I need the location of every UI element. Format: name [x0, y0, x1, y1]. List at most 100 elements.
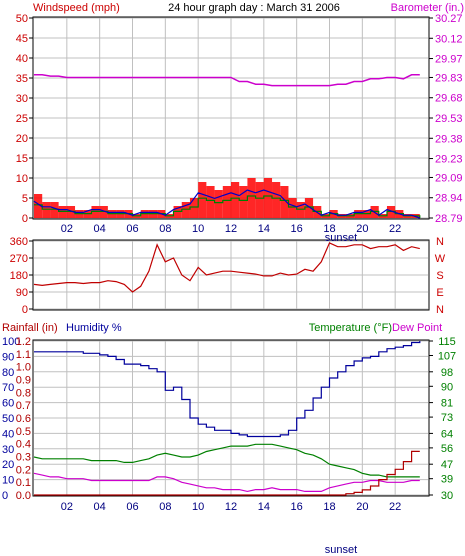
wind-bar [206, 186, 215, 218]
humidity-y-tick-label: 10 [2, 475, 14, 487]
wind-y-tick-label: 15 [16, 153, 28, 165]
rain-y-tick-label: 0.5 [16, 426, 31, 438]
baro-y-tick-label: 29.53 [435, 113, 463, 125]
wind-y-tick-label: 35 [16, 73, 28, 85]
wind-bar [181, 202, 190, 218]
wind-bar [288, 198, 297, 218]
rain-y-tick-label: 0.7 [16, 400, 31, 412]
baro-y-tick-label: 30.27 [435, 13, 463, 25]
wind-y-tick-label: 30 [16, 93, 28, 105]
rain-y-tick-label: 0.6 [16, 413, 31, 425]
x-tick-label-bottom: 20 [356, 501, 368, 513]
data-layer [33, 74, 421, 496]
dewpoint-label: Dew Point [392, 322, 442, 334]
temp-y-tick-label: 64 [441, 428, 453, 440]
wind-bar [214, 190, 223, 218]
rain-y-tick-label: 0.2 [16, 464, 31, 476]
wind-y-tick-label: 20 [16, 133, 28, 145]
x-tick-label-top: 22 [389, 223, 401, 235]
humidity-y-tick-label: 80 [2, 367, 14, 379]
humidity-axis-label: Humidity % [66, 322, 122, 334]
wind-bar [222, 186, 231, 218]
wind-bar [198, 182, 207, 218]
dewpoint-line [33, 472, 420, 493]
humidity-y-tick-label: 60 [2, 398, 14, 410]
compass-label: N [436, 236, 444, 248]
direction-y-tick-label: 0 [22, 304, 28, 316]
baro-y-tick-label: 29.97 [435, 54, 463, 66]
x-tick-label-top: 06 [126, 223, 138, 235]
baro-y-tick-label: 28.94 [435, 193, 463, 205]
compass-label: N [436, 304, 444, 316]
wind-bar [189, 198, 199, 218]
rain-y-tick-label: 0.4 [16, 439, 31, 451]
x-tick-label-bottom: 18 [323, 501, 335, 513]
rain-y-tick-label: 1.2 [16, 336, 31, 348]
wind-y-tick-label: 0 [22, 213, 28, 225]
wind-bar [239, 186, 248, 218]
temp-y-tick-label: 81 [441, 398, 453, 410]
humidity-y-tick-label: 70 [2, 382, 14, 394]
baro-y-tick-label: 29.38 [435, 133, 463, 145]
wind-bar [304, 198, 314, 218]
humidity-y-tick-label: 0 [2, 490, 8, 502]
humidity-y-tick-label: 50 [2, 413, 14, 425]
baro-y-tick-label: 29.68 [435, 93, 463, 105]
temp-y-tick-label: 56 [441, 443, 453, 455]
rain-y-tick-label: 1.1 [16, 349, 31, 361]
humidity-y-tick-label: 40 [2, 428, 14, 440]
x-tick-label-bottom: 08 [159, 501, 171, 513]
wind-y-tick-label: 5 [22, 193, 28, 205]
rain-y-tick-label: 1.0 [16, 362, 31, 374]
humidity-y-tick-label: 20 [2, 459, 14, 471]
baro-y-tick-label: 29.23 [435, 154, 463, 166]
direction-y-tick-label: 90 [16, 287, 28, 299]
wind-y-tick-label: 45 [16, 33, 28, 45]
windspeed-axis-label: Windspeed (mph) [33, 2, 120, 14]
wind-average-line [33, 189, 420, 219]
x-tick-label-top: 02 [61, 223, 73, 235]
x-tick-label-top: 20 [356, 223, 368, 235]
chart-title: 24 hour graph day : March 31 2006 [168, 2, 340, 14]
baro-y-tick-label: 29.09 [435, 172, 463, 184]
wind-bar [50, 202, 59, 218]
wind-bar [231, 182, 240, 218]
wind-bar [42, 202, 51, 218]
wind-bar [247, 178, 256, 218]
x-tick-label-bottom: 16 [291, 501, 303, 513]
x-tick-label-bottom: 22 [389, 501, 401, 513]
x-tick-label-top: 08 [159, 223, 171, 235]
x-tick-label-top: 04 [94, 223, 106, 235]
x-tick-label-top: 10 [192, 223, 204, 235]
rain-y-tick-label: 0.8 [16, 387, 31, 399]
rainfall-line [34, 450, 420, 496]
wind-bar [255, 182, 264, 218]
x-tick-label-top: 16 [291, 223, 303, 235]
temperature-axis-label: Temperature (°F) [309, 322, 392, 334]
direction-y-tick-label: 360 [10, 236, 28, 248]
rain-y-tick-label: 0.0 [16, 490, 31, 502]
grid-layer [34, 17, 428, 496]
x-tick-label-bottom: 12 [225, 501, 237, 513]
x-tick-label-top: 12 [225, 223, 237, 235]
humidity-line [34, 341, 421, 438]
humidity-y-tick-label: 100 [2, 336, 20, 348]
rainfall-axis-label: Rainfall (in) [2, 322, 58, 334]
temp-y-tick-label: 107 [438, 350, 456, 362]
x-tick-label-bottom: 04 [94, 501, 106, 513]
wind-y-tick-label: 50 [16, 13, 28, 25]
wind-y-tick-label: 10 [16, 173, 28, 185]
rain-y-tick-label: 0.9 [16, 375, 31, 387]
rain-y-tick-label: 0.1 [16, 477, 31, 489]
baro-y-tick-label: 30.12 [435, 33, 463, 45]
temp-y-tick-label: 39 [441, 474, 453, 486]
x-tick-label-top: 18 [323, 223, 335, 235]
baro-y-tick-label: 28.79 [435, 213, 463, 225]
wind-bar [272, 182, 281, 218]
wind-bar [263, 178, 273, 218]
temp-y-tick-label: 90 [441, 381, 453, 393]
humidity-y-tick-label: 90 [2, 351, 14, 363]
sunset-label-top: sunset [325, 232, 357, 244]
